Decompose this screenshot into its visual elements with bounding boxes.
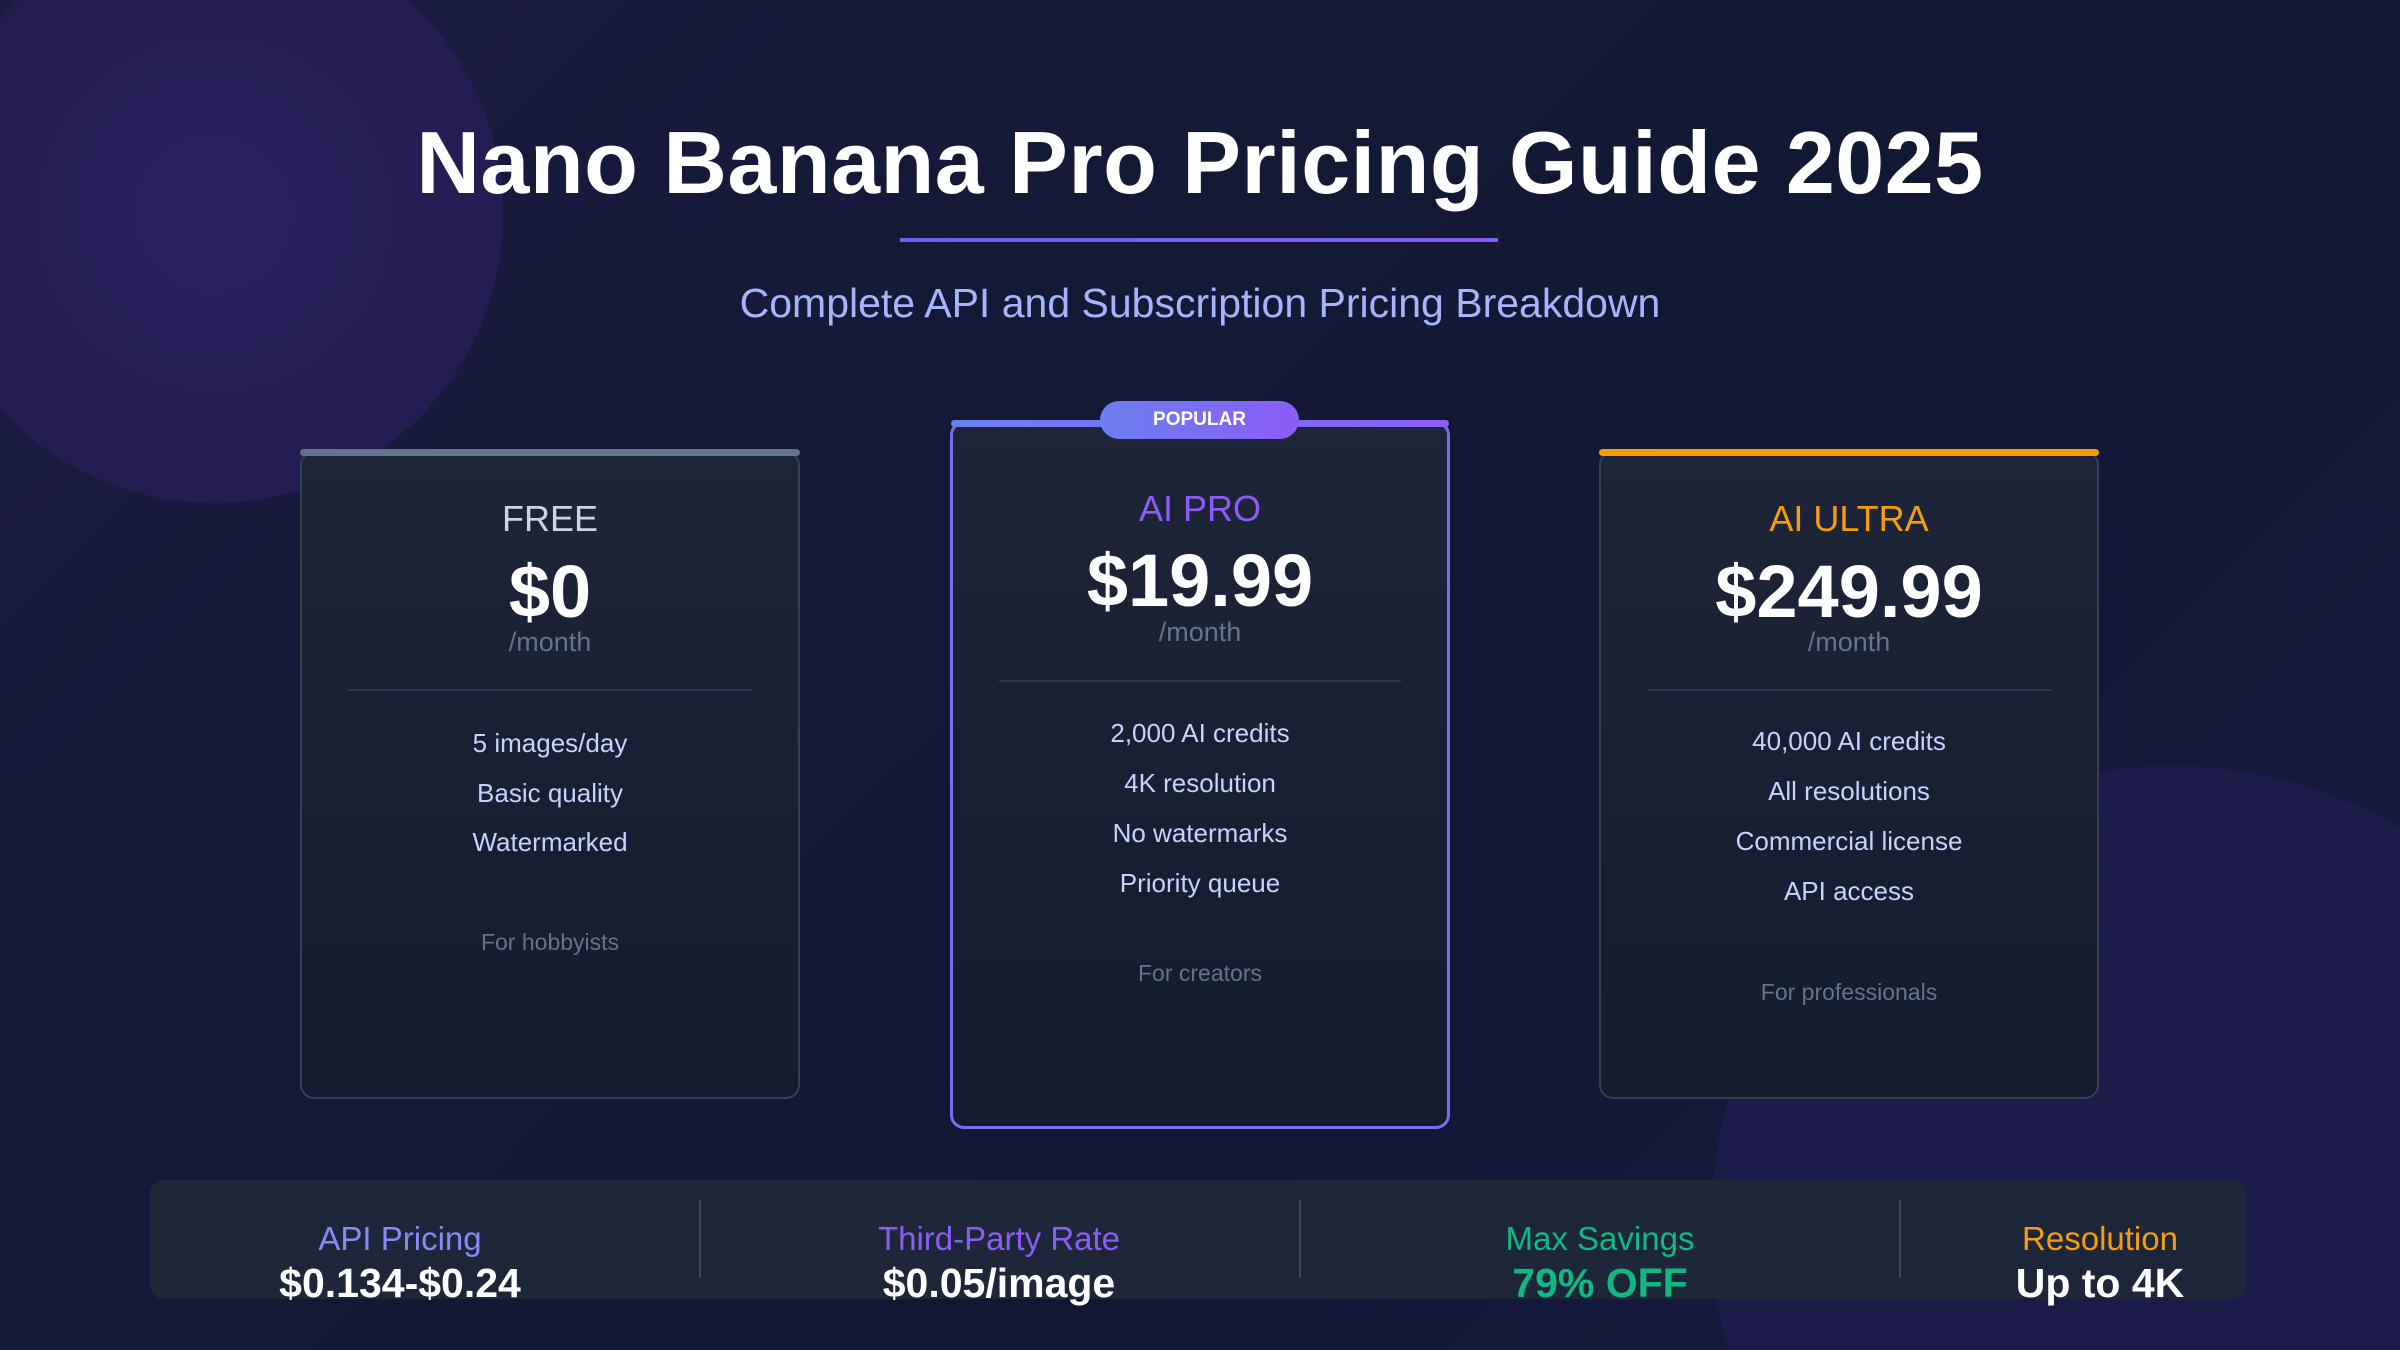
feature-item: 5 images/day (472, 728, 628, 758)
plan-name: AI PRO (1138, 488, 1262, 529)
divider (1899, 1200, 1901, 1278)
plan-name: FREE (501, 498, 598, 539)
stats-bar: API Pricing $0.134-$0.24 Third-Party Rat… (150, 1180, 2246, 1306)
stat-value: $0.134-$0.24 (279, 1260, 521, 1306)
feature-item: Priority queue (1119, 868, 1281, 898)
plan-card-ultra: AI ULTRA $249.99 /month 40,000 AI credit… (1599, 449, 2099, 1099)
feature-item: 4K resolution (1124, 768, 1276, 798)
plan-audience: For hobbyists (480, 929, 620, 955)
plan-audience: For creators (1138, 960, 1262, 986)
stat-label: API Pricing (318, 1220, 482, 1257)
divider (348, 689, 752, 691)
plan-price: $19.99 (1086, 539, 1314, 622)
card-accent-bar (300, 449, 800, 456)
stat-label: Resolution (2022, 1220, 2178, 1257)
stat-label: Third-Party Rate (877, 1220, 1121, 1257)
stat-label: Max Savings (1505, 1220, 1695, 1257)
feature-item: 2,000 AI credits (1110, 718, 1290, 748)
plan-period: /month (1807, 627, 1891, 657)
page-title: Nano Banana Pro Pricing Guide 2025 (416, 113, 1984, 212)
stat-value: $0.05/image (882, 1260, 1116, 1306)
title-underline (900, 238, 1498, 242)
plan-audience: For professionals (1760, 979, 1938, 1005)
divider (1647, 689, 2051, 691)
plan-name: AI ULTRA (1769, 498, 1929, 539)
divider (1299, 1200, 1301, 1278)
card-accent-bar (1599, 449, 2099, 456)
feature-item: Basic quality (477, 778, 623, 808)
feature-item: 40,000 AI credits (1752, 726, 1946, 756)
popular-badge: POPULAR (1100, 401, 1299, 439)
plan-card-pro: AI PRO $19.99 /month 2,000 AI credits 4K… (950, 420, 1450, 1129)
divider (699, 1200, 701, 1278)
feature-item: API access (1783, 876, 1915, 906)
divider (999, 680, 1401, 682)
plan-price: $0 (508, 550, 592, 633)
plan-price: $249.99 (1715, 550, 1983, 633)
plan-card-free: FREE $0 /month 5 images/day Basic qualit… (300, 449, 800, 1099)
plan-period: /month (508, 627, 592, 657)
feature-item: Watermarked (472, 827, 628, 857)
plan-period: /month (1158, 617, 1242, 647)
page-subtitle: Complete API and Subscription Pricing Br… (739, 280, 1661, 326)
stat-value: 79% OFF (1512, 1260, 1688, 1306)
stat-value: Up to 4K (2015, 1260, 2185, 1306)
feature-item: Commercial license (1735, 826, 1963, 856)
feature-item: No watermarks (1112, 818, 1288, 848)
feature-item: All resolutions (1768, 776, 1930, 806)
